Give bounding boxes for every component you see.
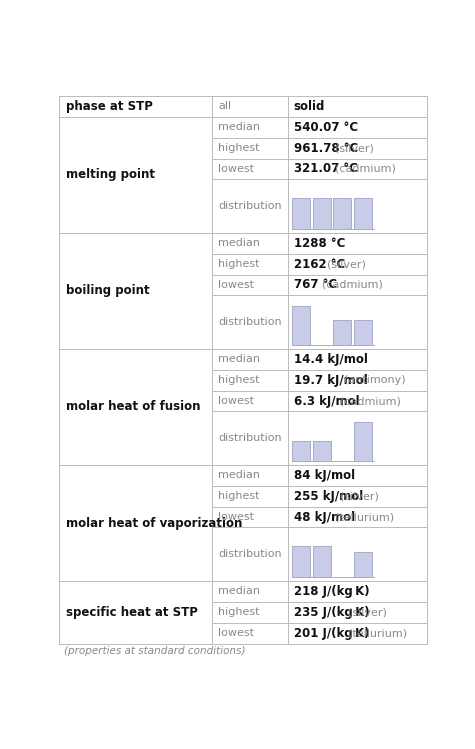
Text: (antimony): (antimony) [344,375,406,385]
Text: (silver): (silver) [348,607,387,617]
Text: highest: highest [218,259,260,269]
Bar [333,198,352,229]
Text: median: median [218,354,260,364]
Text: distribution: distribution [218,317,282,327]
Text: all: all [218,101,231,112]
Text: 961.78 °C: 961.78 °C [294,142,358,154]
Bar [354,198,372,229]
Text: 2162 °C: 2162 °C [294,258,345,270]
Bar [292,306,310,345]
Text: 19.7 kJ/mol: 19.7 kJ/mol [294,374,368,386]
Text: 2162 °C: 2162 °C [294,258,345,270]
Text: lowest: lowest [218,280,254,290]
Text: 321.07 °C: 321.07 °C [294,163,358,175]
Text: solid: solid [294,100,325,113]
Text: 6.3 kJ/mol: 6.3 kJ/mol [294,395,360,407]
Text: distribution: distribution [218,549,282,560]
Text: (silver): (silver) [340,491,379,501]
Text: 540.07 °C: 540.07 °C [294,121,358,134]
Text: 321.07 °C: 321.07 °C [294,163,358,175]
Bar [313,198,331,229]
Text: (tellurium): (tellurium) [348,628,407,638]
Text: boiling point: boiling point [66,285,149,297]
Text: specific heat at STP: specific heat at STP [66,606,198,619]
Text: (cadmium): (cadmium) [340,396,400,406]
Text: 14.4 kJ/mol: 14.4 kJ/mol [294,353,368,366]
Text: (silver): (silver) [327,259,366,269]
Text: distribution: distribution [218,433,282,443]
Text: 1288 °C: 1288 °C [294,237,345,250]
Bar [354,422,372,461]
Text: melting point: melting point [66,169,154,181]
Bar [292,440,310,461]
Text: highest: highest [218,607,260,617]
Text: lowest: lowest [218,628,254,638]
Text: median: median [218,238,260,249]
Text: (properties at standard conditions): (properties at standard conditions) [64,646,246,656]
Text: highest: highest [218,375,260,385]
Text: highest: highest [218,143,260,153]
Text: 201 J/(kg K): 201 J/(kg K) [294,627,370,640]
Text: molar heat of fusion: molar heat of fusion [66,401,200,413]
Text: 48 kJ/mol: 48 kJ/mol [294,511,355,524]
Bar [354,320,372,345]
Text: 218 J/(kg K): 218 J/(kg K) [294,585,370,598]
Bar [354,552,372,577]
Text: 84 kJ/mol: 84 kJ/mol [294,469,355,482]
Text: (tellurium): (tellurium) [335,512,394,522]
Bar [313,546,331,577]
Text: (silver): (silver) [335,143,374,153]
Text: phase at STP: phase at STP [66,100,152,113]
Text: 767 °C: 767 °C [294,279,337,291]
Text: median: median [218,470,260,480]
Text: 767 °C: 767 °C [294,279,337,291]
Text: 255 kJ/mol: 255 kJ/mol [294,490,363,503]
Text: (cadmium): (cadmium) [335,164,396,174]
Text: (cadmium): (cadmium) [323,280,383,290]
Text: 19.7 kJ/mol: 19.7 kJ/mol [294,374,368,386]
Text: distribution: distribution [218,201,282,211]
Bar [292,546,310,577]
Text: 961.78 °C: 961.78 °C [294,142,358,154]
Text: 6.3 kJ/mol: 6.3 kJ/mol [294,395,360,407]
Bar [333,320,352,345]
Text: median: median [218,586,260,596]
Text: molar heat of vaporization: molar heat of vaporization [66,517,242,530]
Text: median: median [218,122,260,133]
Text: 255 kJ/mol: 255 kJ/mol [294,490,363,503]
Bar [313,440,331,461]
Text: 235 J/(kg K): 235 J/(kg K) [294,606,370,619]
Text: 48 kJ/mol: 48 kJ/mol [294,511,355,524]
Text: 235 J/(kg K): 235 J/(kg K) [294,606,370,619]
Text: lowest: lowest [218,164,254,174]
Text: lowest: lowest [218,396,254,406]
Text: 201 J/(kg K): 201 J/(kg K) [294,627,370,640]
Bar [292,198,310,229]
Text: lowest: lowest [218,512,254,522]
Text: highest: highest [218,491,260,501]
